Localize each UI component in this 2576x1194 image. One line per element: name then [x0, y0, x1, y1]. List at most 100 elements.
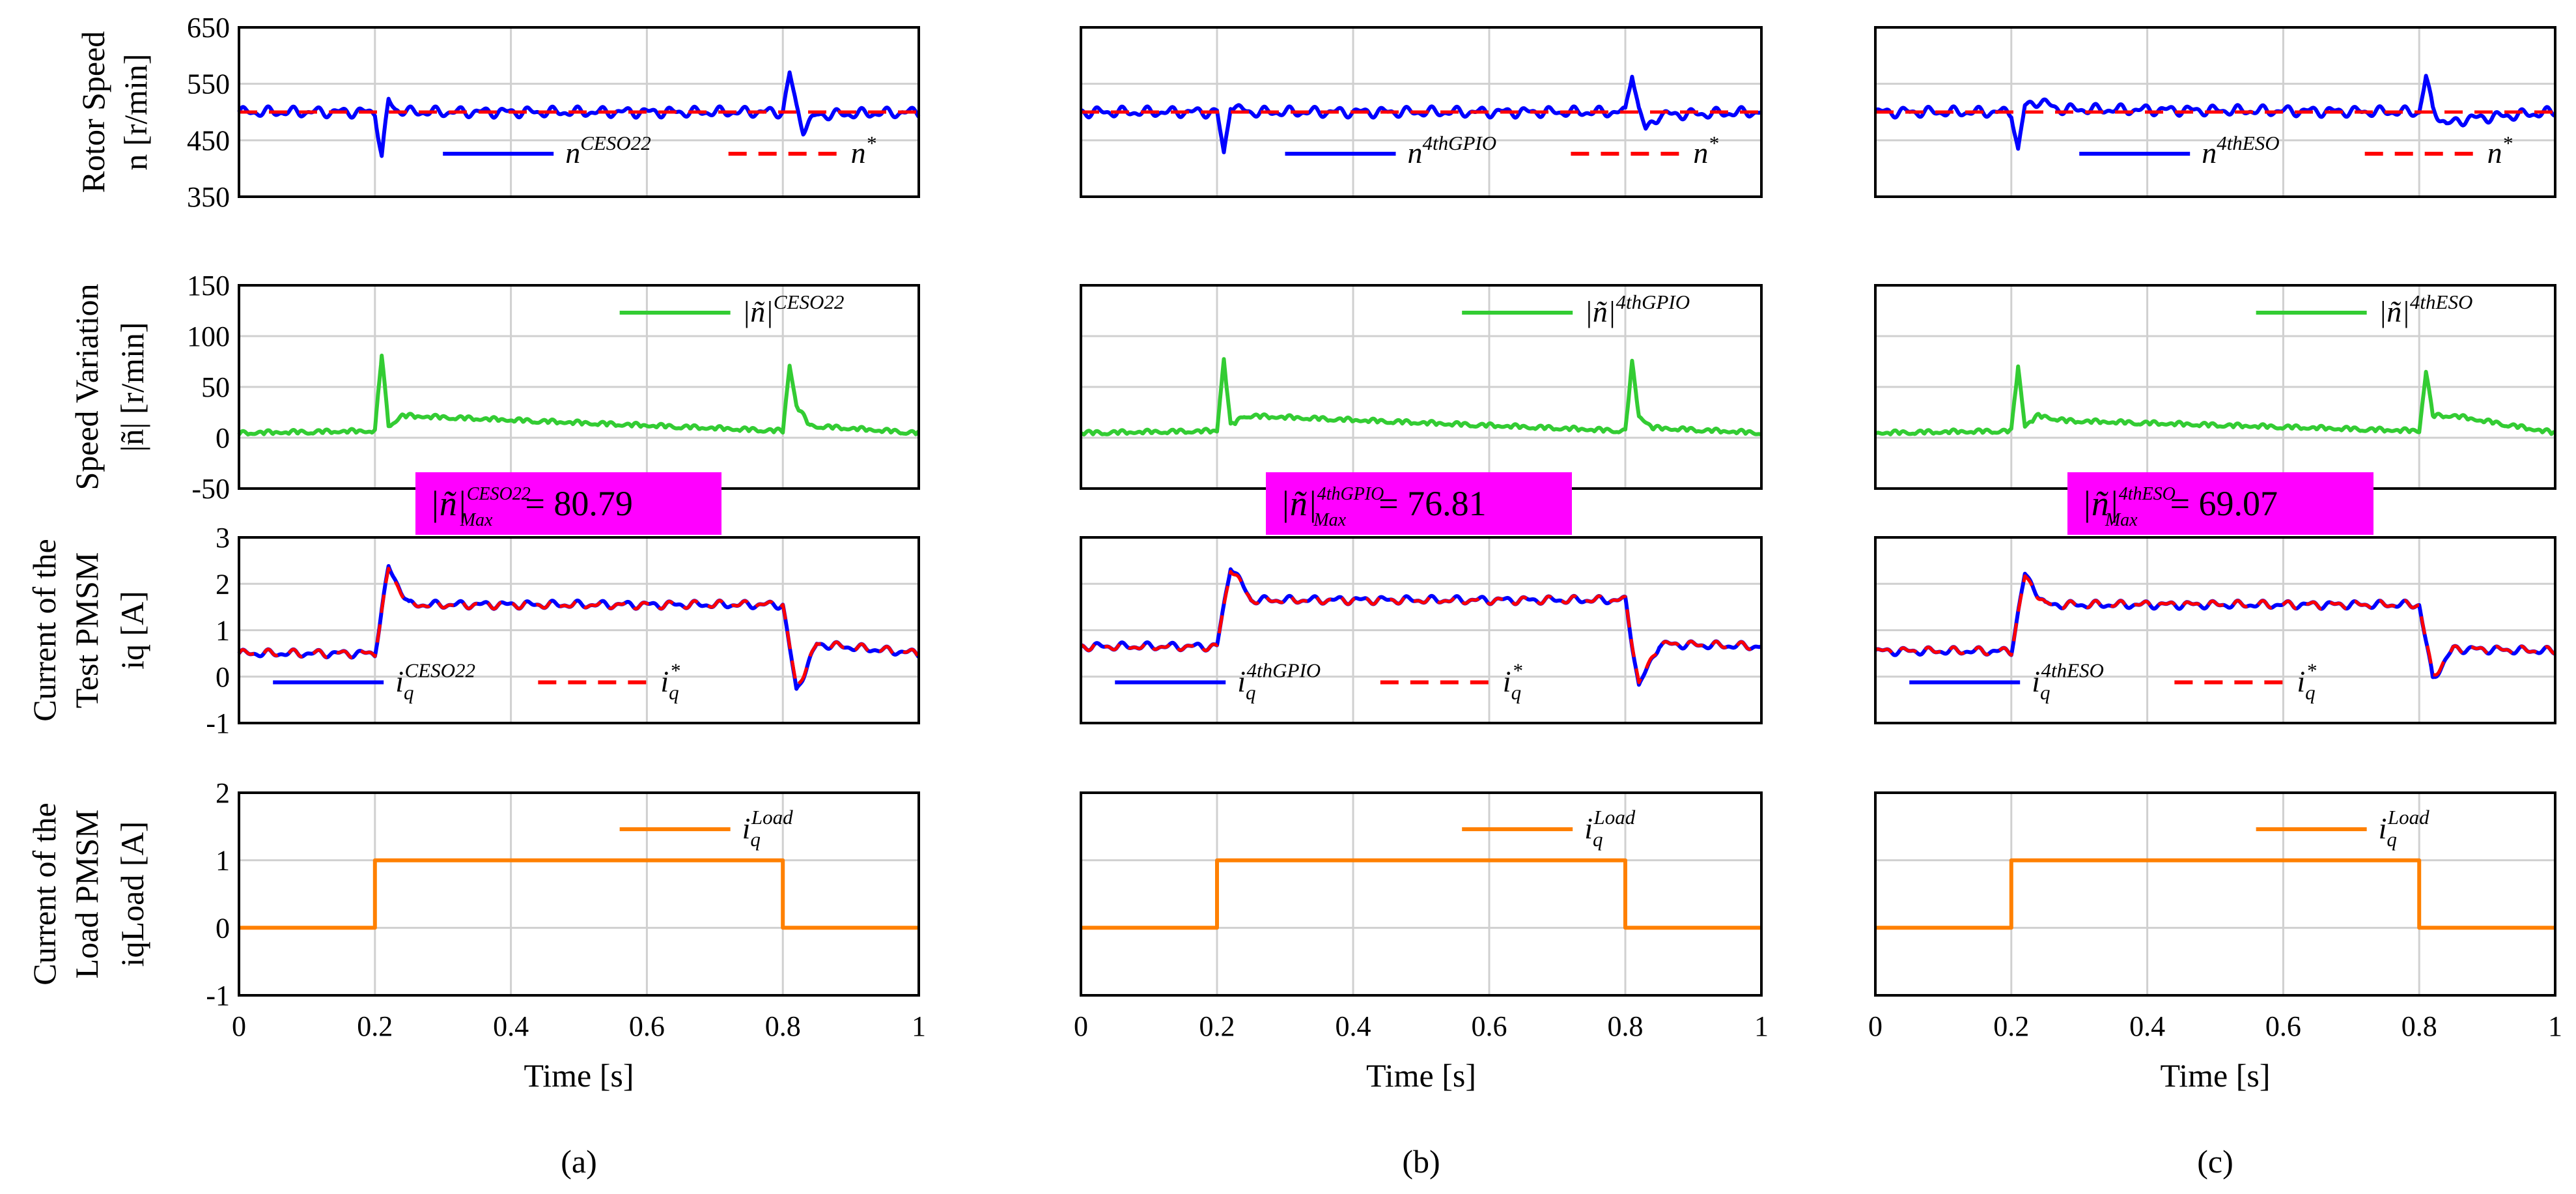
- y-tick-label: -50: [191, 473, 230, 505]
- axes-frame: [238, 536, 920, 724]
- max-annotation: |ñ|CESO22 Max = 80.79: [415, 472, 721, 535]
- y-axis-label-speed: n [r/min]: [117, 53, 154, 170]
- legend-entry: iq4thGPIO: [1237, 659, 1321, 704]
- series-----4thGPIO: [1080, 357, 1763, 437]
- panel-b-iq: iq4thGPIO iq*: [1080, 536, 1763, 724]
- legend: |ñ|4thESO: [2256, 291, 2473, 328]
- legend-entry: |ñ|4thGPIO: [1584, 291, 1690, 328]
- subfigure-caption: (a): [561, 1143, 597, 1180]
- y-tick-label: 0: [216, 661, 230, 693]
- legend: n4thGPIO n*: [1285, 132, 1718, 169]
- y-axis-label-iq: Test PMSM: [68, 552, 105, 709]
- legend-entry: iq*: [660, 659, 680, 704]
- y-axis-label-speed: Rotor Speed: [75, 31, 111, 193]
- y-tick-label: 2: [216, 777, 230, 809]
- series-iq-Load: [1081, 858, 1761, 930]
- x-tick-label: 0.2: [1199, 1010, 1235, 1042]
- x-tick-label: 0.4: [493, 1010, 529, 1042]
- legend-entry: n4thGPIO: [1408, 132, 1497, 169]
- legend: iqLoad: [1462, 806, 1636, 851]
- x-tick-label: 0.4: [1336, 1010, 1371, 1042]
- legend: n4thESO n*: [2079, 132, 2513, 169]
- x-tick-label: 1: [2548, 1010, 2562, 1042]
- panel-c-var: |ñ|4thESO: [1874, 284, 2556, 490]
- legend-entry: iqLoad: [742, 806, 794, 851]
- x-tick-label: 1: [912, 1010, 926, 1042]
- max-annotation: |ñ|4thGPIO Max = 76.81: [1266, 472, 1572, 535]
- panel-a-speed: 350 450 550 650 nCESO22 n*: [187, 12, 921, 213]
- series-iq-: [1874, 574, 2556, 677]
- x-tick-label: 0.6: [629, 1010, 665, 1042]
- y-axis-label-load: iqLoad [A]: [114, 821, 150, 967]
- legend-entry: |ñ|CESO22: [742, 291, 845, 328]
- legend-entry: n4thESO: [2202, 132, 2279, 169]
- x-tick-label: 0.8: [765, 1010, 801, 1042]
- legend: iq4thGPIO iq*: [1115, 659, 1522, 704]
- legend-entry: iqCESO22: [395, 659, 475, 704]
- y-tick-label: -1: [206, 980, 230, 1012]
- panel-c-iq: iq4thESO iq*: [1874, 536, 2556, 724]
- axes-frame: [1874, 791, 2556, 997]
- y-tick-label: 1: [216, 615, 230, 647]
- axes-frame: [1874, 26, 2556, 198]
- x-tick-label: 0: [1074, 1010, 1088, 1042]
- legend: iq4thESO iq*: [1909, 659, 2317, 704]
- x-axis-label: Time [s]: [524, 1057, 634, 1094]
- series-n-CESO22: [237, 70, 921, 158]
- legend-entry: iq4thESO: [2032, 659, 2104, 704]
- y-axis-label-iq: iq [A]: [114, 591, 150, 670]
- series-iq-: [1080, 570, 1763, 685]
- x-axis-label: Time [s]: [1366, 1057, 1476, 1094]
- y-tick-label: 3: [216, 522, 230, 554]
- x-tick-label: 0.2: [1993, 1010, 2029, 1042]
- annotation-text: |ñ|4thGPIO Max = 76.81: [1280, 484, 1487, 530]
- panel-c-load: 0 0.2 0.4 0.6 0.8 1 Time [s] iqLoad: [1868, 791, 2562, 1094]
- legend-entry: |ñ|4thESO: [2379, 291, 2473, 328]
- legend: iqLoad: [619, 806, 794, 851]
- y-axis-label-var: |ñ| [r/min]: [114, 322, 150, 451]
- legend: iqLoad: [2256, 806, 2430, 851]
- legend: |ñ|4thGPIO: [1462, 291, 1690, 328]
- legend-entry: n*: [2487, 132, 2513, 169]
- y-tick-label: 1: [216, 845, 230, 877]
- x-axis-label: Time [s]: [2160, 1057, 2270, 1094]
- panel-b-load: 0 0.2 0.4 0.6 0.8 1 Time [s] iqLoad: [1074, 791, 1769, 1094]
- legend: iqCESO22 iq*: [273, 659, 680, 704]
- x-tick-label: 0: [1868, 1010, 1883, 1042]
- annotation-box: [2067, 472, 2373, 535]
- annotation-box: [415, 472, 721, 535]
- panel-a-iq: -1 0 1 2 3 iqCESO22 iq*: [206, 522, 921, 739]
- panel-b-speed: n4thGPIO n*: [1080, 26, 1763, 198]
- axes-frame: [238, 26, 920, 198]
- axes-frame: [1080, 26, 1763, 198]
- series-iq-Load: [1875, 858, 2555, 930]
- series-n-4thESO: [1873, 74, 2556, 151]
- legend-entry: iq*: [2297, 659, 2316, 704]
- y-tick-label: 450: [187, 124, 230, 156]
- legend-entry: iq*: [1503, 659, 1522, 704]
- y-tick-label: 0: [216, 422, 230, 454]
- series-n-4thGPIO: [1080, 74, 1763, 154]
- series-iq-4thGPIO: [1080, 567, 1763, 687]
- y-axis-label-load: Current of the: [26, 803, 63, 985]
- axes-frame: [1874, 536, 2556, 724]
- legend-entry: iqLoad: [1584, 806, 1636, 851]
- series-iq-Load: [239, 858, 919, 930]
- y-tick-label: 550: [187, 68, 230, 100]
- y-tick-label: -1: [206, 707, 230, 739]
- legend-entry: iqLoad: [2379, 806, 2430, 851]
- legend-entry: nCESO22: [565, 132, 651, 169]
- y-tick-label: 2: [216, 568, 230, 600]
- x-tick-label: 0: [232, 1010, 246, 1042]
- panel-a-var: -50 0 50 100 150 |ñ|CESO22: [187, 270, 920, 505]
- x-tick-label: 0.4: [2129, 1010, 2165, 1042]
- x-tick-label: 1: [1754, 1010, 1769, 1042]
- series-----4thESO: [1874, 364, 2556, 436]
- y-tick-label: 650: [187, 12, 230, 44]
- max-annotation: |ñ|4thESO Max = 69.07: [2067, 472, 2373, 535]
- annotation-text: |ñ|4thESO Max = 69.07: [2082, 484, 2278, 530]
- subfigure-caption: (c): [2197, 1143, 2233, 1180]
- y-axis-label-var: Speed Variation: [68, 283, 105, 490]
